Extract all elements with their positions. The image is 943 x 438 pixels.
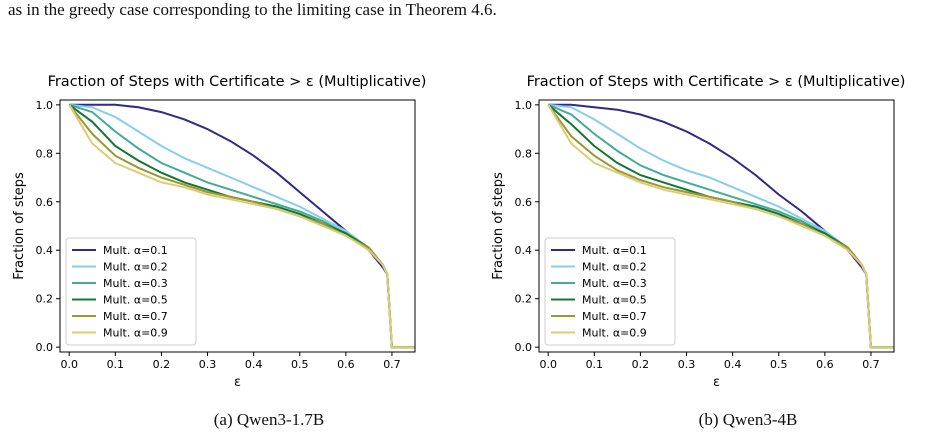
x-tick-label: 0.1 [107,358,125,371]
x-axis-label: ε [234,375,241,390]
y-tick-label: 0.0 [515,341,533,354]
legend-label: Mult. α=0.1 [103,244,168,257]
legend-label: Mult. α=0.7 [582,310,647,323]
y-axis-label: Fraction of steps [12,172,27,280]
x-tick-label: 0.2 [632,358,650,371]
x-tick-label: 0.2 [153,358,171,371]
x-tick-label: 0.6 [337,358,355,371]
legend-label: Mult. α=0.3 [582,277,647,290]
x-tick-label: 0.0 [539,358,557,371]
plot-frame [538,99,895,353]
y-tick-label: 0.6 [36,196,54,209]
chart-title: Fraction of Steps with Certificate > ε (… [48,74,427,90]
legend-label: Mult. α=0.5 [103,294,168,307]
y-tick-label: 0.8 [515,147,533,160]
x-tick-label: 0.7 [383,358,401,371]
x-tick-label: 0.7 [862,358,880,371]
series-line-6 [547,104,894,349]
chart-qwen3-4b: Fraction of Steps with Certificate > ε (… [491,74,906,390]
caption-b: (b) Qwen3-4B [698,410,798,429]
chart-title: Fraction of Steps with Certificate > ε (… [527,74,906,90]
series-line-6 [68,104,415,349]
y-tick-label: 0.4 [515,244,533,257]
legend-label: Mult. α=0.2 [582,261,647,274]
legend-label: Mult. α=0.9 [103,327,168,340]
x-tick-label: 0.4 [245,358,263,371]
y-axis-label: Fraction of steps [491,172,506,280]
x-tick-label: 0.5 [291,358,309,371]
caption-a: (a) Qwen3-1.7B [213,410,325,429]
x-tick-label: 0.0 [60,358,78,371]
y-tick-label: 0.2 [36,293,54,306]
plot-frame [59,99,416,353]
x-tick-label: 0.3 [678,358,696,371]
y-tick-label: 0.8 [36,147,54,160]
legend-label: Mult. α=0.5 [582,294,647,307]
paper-body-text: as in the greedy case corresponding to t… [8,0,497,19]
x-tick-label: 0.3 [199,358,217,371]
legend-box [544,237,676,346]
y-tick-label: 0.6 [515,196,533,209]
x-axis-label: ε [713,375,720,390]
x-tick-label: 0.1 [586,358,604,371]
legend-label: Mult. α=0.3 [103,277,168,290]
legend-label: Mult. α=0.9 [582,327,647,340]
y-tick-label: 0.2 [515,293,533,306]
chart-qwen3-1-7b: Fraction of Steps with Certificate > ε (… [12,74,427,390]
legend-label: Mult. α=0.1 [582,244,647,257]
legend-label: Mult. α=0.7 [103,310,168,323]
y-tick-label: 1.0 [36,99,54,112]
y-tick-label: 0.0 [36,341,54,354]
x-tick-label: 0.5 [770,358,788,371]
x-tick-label: 0.6 [816,358,834,371]
x-tick-label: 0.4 [724,358,742,371]
legend-label: Mult. α=0.2 [103,261,168,274]
y-tick-label: 0.4 [36,244,54,257]
y-tick-label: 1.0 [515,99,533,112]
legend-box [65,237,197,346]
